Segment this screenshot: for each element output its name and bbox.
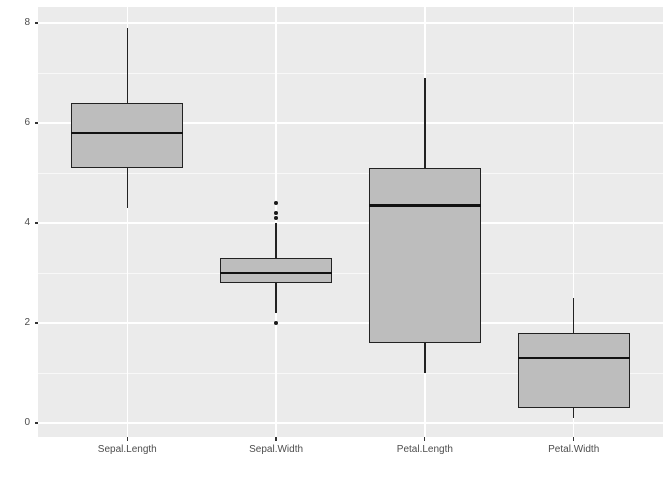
box-petal-length xyxy=(369,168,481,343)
gridline-minor-horizontal xyxy=(38,272,663,274)
x-tick-label: Petal.Width xyxy=(548,444,600,455)
median-line-sepal-length xyxy=(71,131,184,135)
outlier-point-sepal-width xyxy=(273,200,279,206)
gridline-major-horizontal xyxy=(38,422,663,424)
x-tick-mark xyxy=(424,437,426,441)
gridline-major-vertical xyxy=(573,7,575,437)
y-tick-label: 8 xyxy=(24,17,30,28)
y-tick-label: 0 xyxy=(24,417,30,428)
outlier-point-sepal-width xyxy=(273,215,279,221)
gridline-major-horizontal xyxy=(38,122,663,124)
x-tick-mark xyxy=(573,437,575,441)
y-tick-mark xyxy=(34,422,38,424)
gridline-minor-horizontal xyxy=(38,372,663,374)
gridline-major-horizontal xyxy=(38,22,663,24)
outlier-point-sepal-width xyxy=(273,320,279,326)
y-tick-mark xyxy=(34,222,38,224)
median-line-petal-width xyxy=(517,356,630,360)
y-tick-label: 4 xyxy=(24,217,30,228)
x-tick-label: Petal.Length xyxy=(396,444,453,455)
y-tick-mark xyxy=(34,22,38,24)
y-tick-mark xyxy=(34,322,38,324)
gridline-major-vertical xyxy=(126,7,128,437)
box-sepal-width xyxy=(220,258,332,283)
gridline-major-horizontal xyxy=(38,222,663,224)
gridline-minor-horizontal xyxy=(38,172,663,174)
x-tick-label: Sepal.Length xyxy=(97,444,157,455)
gridline-minor-horizontal xyxy=(38,72,663,74)
y-tick-label: 2 xyxy=(24,317,30,328)
y-tick-label: 6 xyxy=(24,117,30,128)
plot-panel xyxy=(38,7,663,437)
gridline-major-vertical xyxy=(275,7,277,437)
median-line-petal-length xyxy=(369,204,481,207)
box-sepal-length xyxy=(71,103,184,168)
x-tick-mark xyxy=(126,437,128,441)
x-tick-label: Sepal.Width xyxy=(249,444,304,455)
x-tick-mark xyxy=(275,437,277,441)
gridline-major-horizontal xyxy=(38,322,663,324)
median-line-sepal-width xyxy=(220,271,332,275)
outlier-point-sepal-width xyxy=(273,210,279,216)
y-tick-mark xyxy=(34,122,38,124)
box-petal-width xyxy=(517,333,630,408)
